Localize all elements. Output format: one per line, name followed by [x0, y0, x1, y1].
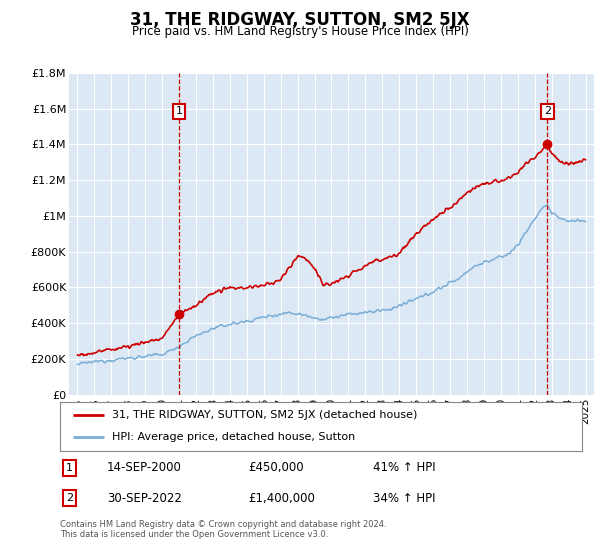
Text: 34% ↑ HPI: 34% ↑ HPI — [373, 492, 436, 505]
Text: 31, THE RIDGWAY, SUTTON, SM2 5JX (detached house): 31, THE RIDGWAY, SUTTON, SM2 5JX (detach… — [112, 410, 418, 420]
Text: £450,000: £450,000 — [248, 461, 304, 474]
Text: HPI: Average price, detached house, Sutton: HPI: Average price, detached house, Sutt… — [112, 432, 355, 442]
Text: 41% ↑ HPI: 41% ↑ HPI — [373, 461, 436, 474]
Text: 1: 1 — [176, 106, 182, 116]
Text: Contains HM Land Registry data © Crown copyright and database right 2024.
This d: Contains HM Land Registry data © Crown c… — [60, 520, 386, 539]
Text: 1: 1 — [66, 463, 73, 473]
Text: 2: 2 — [66, 493, 73, 503]
Text: £1,400,000: £1,400,000 — [248, 492, 315, 505]
Text: Price paid vs. HM Land Registry's House Price Index (HPI): Price paid vs. HM Land Registry's House … — [131, 25, 469, 38]
Text: 14-SEP-2000: 14-SEP-2000 — [107, 461, 182, 474]
Text: 2: 2 — [544, 106, 551, 116]
Text: 30-SEP-2022: 30-SEP-2022 — [107, 492, 182, 505]
Text: 31, THE RIDGWAY, SUTTON, SM2 5JX: 31, THE RIDGWAY, SUTTON, SM2 5JX — [130, 11, 470, 29]
